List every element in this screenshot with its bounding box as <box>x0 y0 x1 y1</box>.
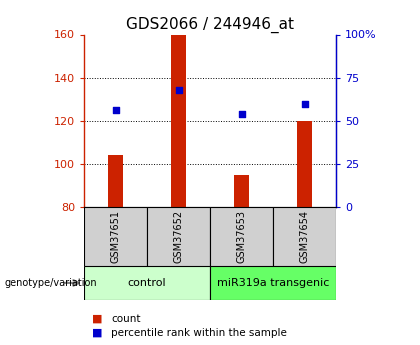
Bar <box>234 175 249 207</box>
Bar <box>147 207 210 266</box>
Bar <box>210 207 273 266</box>
Text: control: control <box>128 278 166 288</box>
Point <box>112 108 119 113</box>
Text: GSM37651: GSM37651 <box>110 210 121 263</box>
Title: GDS2066 / 244946_at: GDS2066 / 244946_at <box>126 17 294 33</box>
Text: count: count <box>111 314 141 324</box>
Text: ■: ■ <box>92 328 103 338</box>
Point <box>238 111 245 117</box>
Bar <box>210 266 336 300</box>
Text: GSM37652: GSM37652 <box>173 210 184 263</box>
Text: genotype/variation: genotype/variation <box>4 278 97 288</box>
Text: ■: ■ <box>92 314 103 324</box>
Bar <box>84 266 210 300</box>
Text: percentile rank within the sample: percentile rank within the sample <box>111 328 287 338</box>
Bar <box>171 34 186 207</box>
Bar <box>273 207 336 266</box>
Bar <box>297 121 312 207</box>
Bar <box>84 207 147 266</box>
Bar <box>108 155 123 207</box>
Point <box>301 101 308 106</box>
Point <box>175 87 182 92</box>
Text: GSM37654: GSM37654 <box>299 210 310 263</box>
Text: miR319a transgenic: miR319a transgenic <box>217 278 329 288</box>
Text: GSM37653: GSM37653 <box>236 210 247 263</box>
